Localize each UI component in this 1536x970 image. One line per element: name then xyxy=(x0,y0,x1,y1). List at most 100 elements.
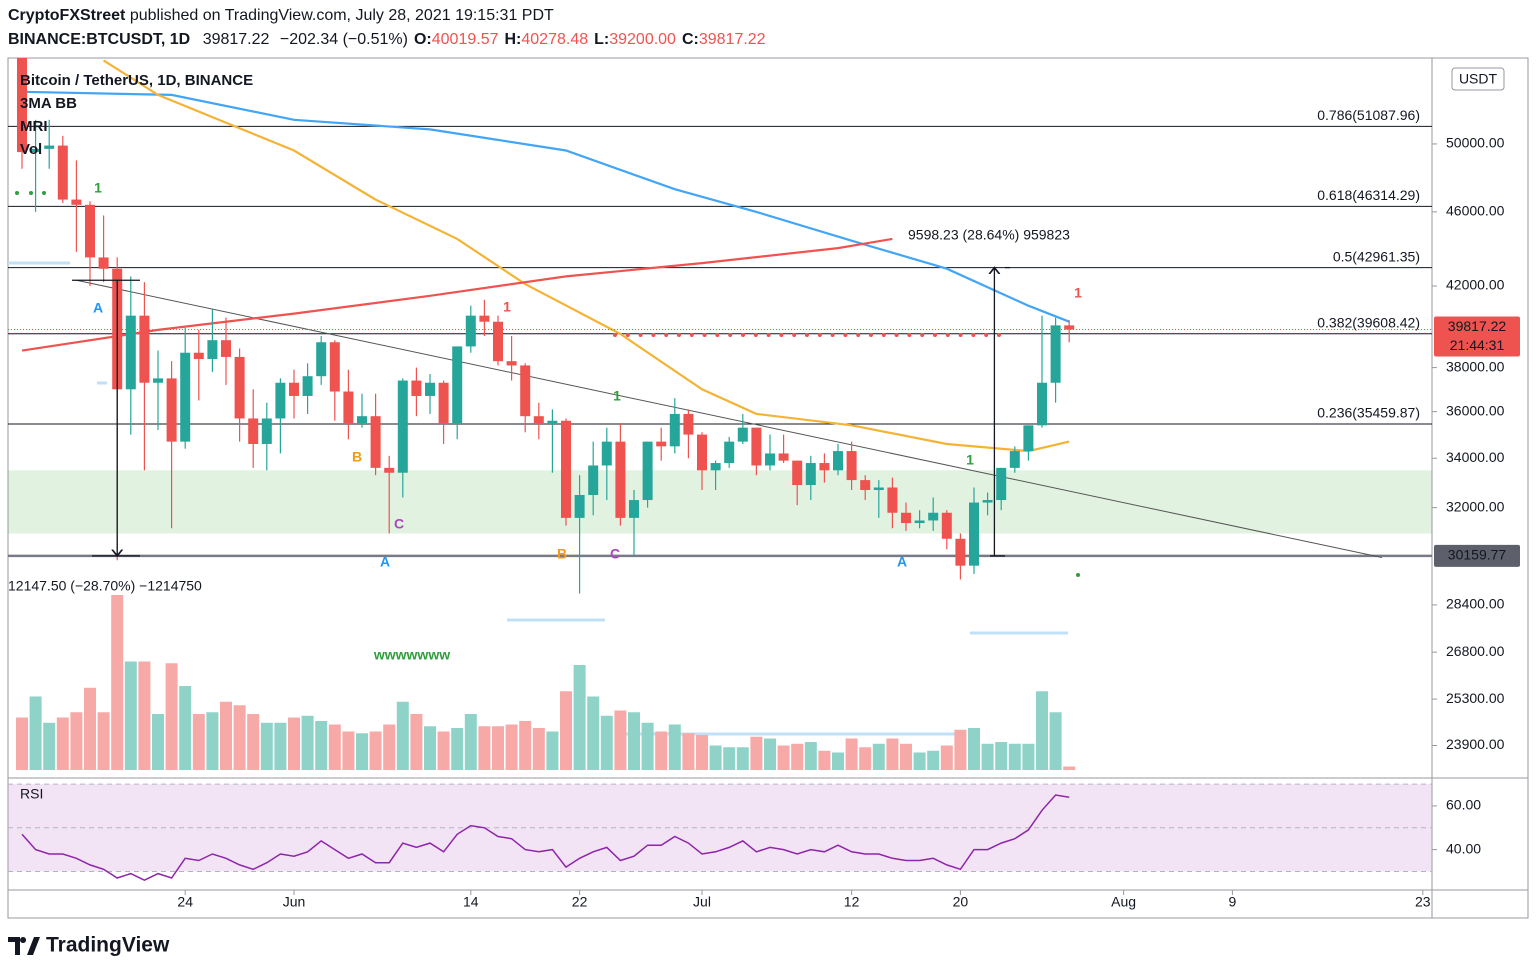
y-tick-label: 46000.00 xyxy=(1446,203,1505,219)
x-tick-label: Jul xyxy=(693,894,711,910)
volume-bar xyxy=(1063,766,1076,770)
last-price-tag xyxy=(1434,316,1520,357)
y-tick-label: 28400.00 xyxy=(1446,596,1505,612)
y-tick-label: 23900.00 xyxy=(1446,736,1505,752)
candle-body xyxy=(629,500,639,518)
volume-bar xyxy=(43,722,56,770)
volume-bar xyxy=(519,721,532,770)
resistance-dot xyxy=(958,333,963,337)
resistance-dot xyxy=(907,333,912,337)
candle-body xyxy=(71,199,82,205)
candle-body xyxy=(343,391,354,424)
measure-label: 12147.50 (−28.70%) −1214750 xyxy=(8,578,202,594)
volume-bar xyxy=(845,738,858,770)
fib-label: 0.382(39608.42) xyxy=(1317,315,1420,331)
candle-body xyxy=(887,487,898,513)
resistance-dot xyxy=(677,333,681,337)
x-tick-label: 14 xyxy=(463,894,479,910)
candle-body xyxy=(234,356,245,419)
rsi-line xyxy=(21,794,1070,882)
candle-body xyxy=(710,463,721,471)
resistance-dot xyxy=(805,333,809,337)
volume-bar xyxy=(573,665,586,770)
volume-bar xyxy=(247,714,260,770)
change: −202.34 (−0.51%) xyxy=(280,31,408,48)
volume-bar xyxy=(369,731,382,770)
resistance-dot xyxy=(741,333,745,337)
ohlc-label: H: xyxy=(504,31,521,48)
candle-body xyxy=(153,378,163,383)
legend-entry: MRI xyxy=(20,118,48,135)
volume-bar xyxy=(464,714,477,770)
price: 39817.22 xyxy=(203,31,270,48)
candle-body xyxy=(85,204,95,258)
candle-body xyxy=(207,340,218,360)
volume-bar xyxy=(587,696,600,770)
author: CryptoFXStreet xyxy=(8,7,126,24)
volume-bar xyxy=(750,736,763,770)
volume-bar xyxy=(913,752,926,770)
volume-bar xyxy=(233,705,246,770)
volume-bar xyxy=(546,731,559,770)
candle-body xyxy=(44,145,55,149)
volume-bar xyxy=(682,733,695,770)
candle-body xyxy=(1064,325,1075,330)
candle-body xyxy=(873,487,884,491)
volume-bar xyxy=(832,752,844,770)
volume-bar xyxy=(641,722,654,770)
volume-bar xyxy=(56,717,69,770)
y-tick-label: 32000.00 xyxy=(1446,498,1505,514)
currency: USDT xyxy=(1459,71,1498,87)
support-tag-label: 30159.77 xyxy=(1448,547,1507,563)
volume-bar xyxy=(97,712,110,770)
candle-body xyxy=(737,427,748,442)
candle-body xyxy=(384,467,395,473)
support-zone xyxy=(8,470,1432,534)
resistance-dot xyxy=(779,333,784,337)
volume-bar xyxy=(342,731,355,770)
y-tick-label: 50000.00 xyxy=(1446,135,1505,151)
volume-bar xyxy=(288,717,300,770)
resistance-dot xyxy=(945,333,950,337)
annotation: 1 xyxy=(613,388,621,404)
volume-bar xyxy=(968,728,980,770)
annotation: 1 xyxy=(503,299,511,315)
ohlc-value: 40278.48 xyxy=(521,31,588,48)
volume-bar xyxy=(1036,691,1048,770)
volume-bar xyxy=(260,722,273,770)
candle-body xyxy=(370,416,381,468)
candle-body xyxy=(98,257,109,269)
volume-bar xyxy=(628,712,640,770)
measure-label: 9598.23 (28.64%) 959823 xyxy=(908,227,1070,243)
candle-body xyxy=(642,441,653,501)
candle-body xyxy=(547,420,558,424)
resistance-dot xyxy=(689,333,694,337)
candle-body xyxy=(506,361,517,366)
candle-body xyxy=(139,315,150,383)
candle-body xyxy=(996,467,1007,501)
x-tick-label: 20 xyxy=(953,894,969,910)
candle-body xyxy=(819,463,830,471)
candle-body xyxy=(697,434,707,471)
resistance-dot xyxy=(869,333,873,337)
resistance-dot xyxy=(613,333,617,337)
resistance-dot xyxy=(997,333,1001,337)
annotation: A xyxy=(380,554,390,570)
annotation: wwwwwww xyxy=(373,647,450,663)
fib-label: 0.786(51087.96) xyxy=(1317,107,1420,123)
candle-body xyxy=(941,512,952,539)
x-tick-label: 9 xyxy=(1229,894,1237,910)
volume-bar xyxy=(16,717,28,770)
candle-body xyxy=(248,418,259,444)
volume-bar xyxy=(1008,743,1021,770)
volume-bar xyxy=(301,715,314,770)
volume-bar xyxy=(927,750,940,770)
resistance-dot xyxy=(817,333,822,337)
moving-average xyxy=(103,59,1070,453)
volume-bar xyxy=(886,738,899,770)
candle-body xyxy=(302,376,313,396)
fib-label: 0.236(35459.87) xyxy=(1317,405,1420,421)
resistance-dot xyxy=(843,333,848,337)
volume-bar xyxy=(981,743,994,770)
volume-bar xyxy=(192,714,205,770)
